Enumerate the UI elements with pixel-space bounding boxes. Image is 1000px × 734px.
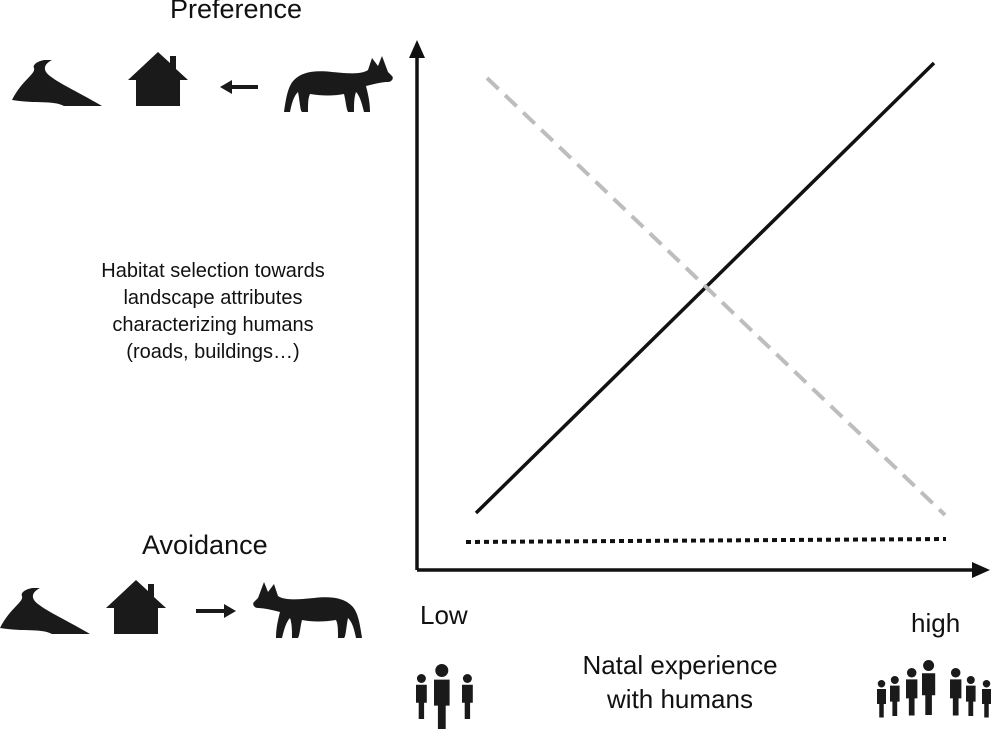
house-icon (106, 580, 166, 634)
road-icon (12, 60, 102, 106)
x-low-label: Low (420, 600, 468, 630)
dashed-trend-line (485, 76, 947, 517)
arrow-left-icon (220, 80, 258, 94)
y-axis-label-line: landscape attributes (123, 287, 303, 309)
house-icon (128, 52, 188, 106)
large-crowd-icon (877, 660, 991, 718)
dotted-flat-line (465, 537, 947, 544)
y-axis-label: Habitat selection towards landscape attr… (48, 258, 378, 366)
arrow-right-icon (196, 604, 236, 618)
x-axis-label-line: Natal experience (582, 650, 778, 680)
road-icon (0, 588, 90, 634)
small-crowd-icon (416, 664, 473, 729)
x-axis (417, 562, 990, 578)
y-axis-label-line: Habitat selection towards (101, 260, 325, 282)
x-axis-label: Natal experience with humans (560, 648, 800, 716)
y-axis (409, 40, 425, 570)
wolf-icon (284, 56, 393, 112)
wolf-icon (253, 582, 362, 638)
avoidance-label: Avoidance (142, 530, 268, 560)
preference-label: Preference (170, 0, 303, 24)
x-high-label: high (911, 608, 961, 638)
x-axis-label-line: with humans (607, 684, 753, 714)
y-axis-label-line: characterizing humans (112, 314, 314, 336)
y-axis-label-line: (roads, buildings…) (126, 341, 300, 363)
